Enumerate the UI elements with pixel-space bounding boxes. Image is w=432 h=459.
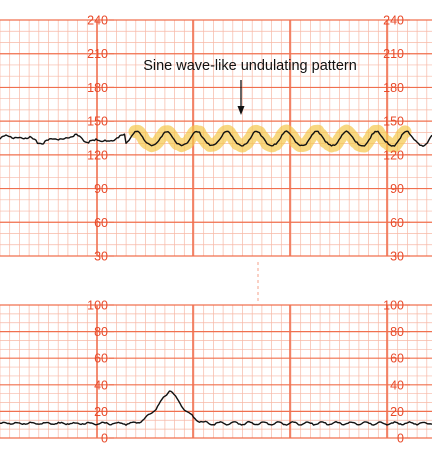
fhr-tick-label-left: 60 [94, 216, 108, 230]
fhr-tick-label-left: 30 [94, 250, 108, 264]
fhr-tick-label-left: 210 [87, 47, 108, 61]
fhr-tick-label-right: 240 [383, 14, 404, 28]
ua-tick-label-left: 60 [94, 352, 108, 366]
ua-tick-label-left: 40 [94, 378, 108, 392]
ua-grid [0, 304, 432, 439]
ua-tick-labels: 0 0 20 20 40 40 60 60 80 80 100 100 [87, 299, 410, 446]
fhr-tick-label-left: 180 [87, 81, 108, 95]
ua-panel: 0 0 20 20 40 40 60 60 80 80 100 100 [0, 299, 432, 446]
fhr-tick-label-right: 180 [383, 81, 404, 95]
fhr-tick-label-right: 150 [383, 115, 404, 129]
ua-tick-label-right: 80 [390, 325, 404, 339]
ua-trace-line [0, 390, 432, 426]
fhr-tick-label-left: 120 [87, 148, 108, 162]
fhr-tick-label-right: 120 [383, 148, 404, 162]
fhr-tick-labels: 30 30 60 60 90 90 120 120 150 150 180 180 210 210 240 2… [87, 14, 410, 264]
fhr-tick-label-right: 210 [383, 47, 404, 61]
annotation-text: Sine wave-like undulating pattern [143, 58, 357, 74]
fhr-tick-label-left: 150 [87, 115, 108, 129]
fhr-tick-label-left: 240 [87, 14, 108, 28]
sine-pattern-highlight [128, 124, 412, 153]
ua-tick-label-right: 60 [390, 352, 404, 366]
ua-tick-label-left: 0 [101, 432, 108, 446]
annotation-arrow-head [237, 106, 245, 115]
annotation: Sine wave-like undulating pattern [143, 58, 357, 115]
ua-tick-label-right: 0 [397, 432, 404, 446]
fhr-tick-label-left: 90 [94, 182, 108, 196]
ua-tick-label-right: 100 [383, 299, 404, 313]
fhr-tick-label-right: 30 [390, 250, 404, 264]
fhr-trace-line [0, 130, 432, 147]
ua-tick-label-left: 100 [87, 299, 108, 313]
fhr-tick-label-right: 60 [390, 216, 404, 230]
fhr-tick-label-right: 90 [390, 182, 404, 196]
ua-tick-label-right: 40 [390, 378, 404, 392]
fhr-trace [0, 130, 432, 147]
highlight-band [128, 124, 412, 153]
fhr-grid [0, 19, 432, 257]
ua-trace [0, 390, 432, 426]
fhr-panel: 30 30 60 60 90 90 120 120 150 150 180 180 210 210 240 2… [0, 14, 432, 264]
ua-tick-label-left: 20 [94, 405, 108, 419]
ua-tick-label-right: 20 [390, 405, 404, 419]
ua-tick-label-left: 80 [94, 325, 108, 339]
